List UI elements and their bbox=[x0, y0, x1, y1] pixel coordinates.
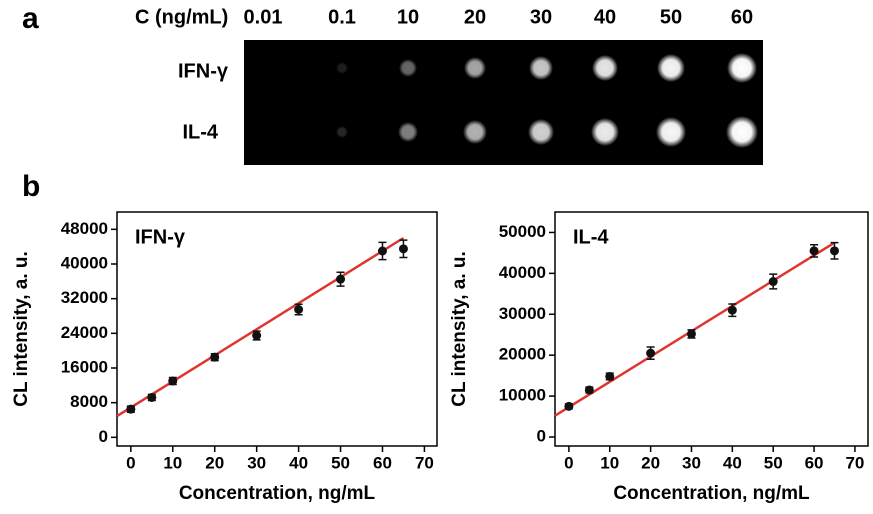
panel-label: a bbox=[22, 2, 39, 35]
plot-frame bbox=[554, 211, 869, 447]
dot bbox=[656, 117, 686, 147]
data-point bbox=[768, 277, 778, 287]
dot bbox=[726, 116, 758, 148]
data-point bbox=[727, 305, 737, 315]
concentration-labels: 0.01 0.1 10 20 30 40 50 60 bbox=[244, 6, 754, 28]
x-axis-title: Concentration, ng/mL bbox=[179, 483, 376, 504]
dot bbox=[528, 119, 554, 145]
x-tick-label: 60 bbox=[805, 453, 824, 472]
dot bbox=[398, 122, 418, 142]
y-tick-label: 40000 bbox=[499, 263, 546, 282]
y-tick-label: 20000 bbox=[499, 345, 546, 364]
data-point bbox=[336, 274, 346, 284]
dot bbox=[529, 56, 553, 80]
dot bbox=[464, 57, 486, 79]
x-tick-label: 50 bbox=[331, 453, 350, 472]
x-tick-label: 30 bbox=[682, 453, 701, 472]
y-axis-title: CL intensity, a. u. bbox=[11, 251, 32, 407]
data-point bbox=[252, 331, 262, 340]
dot bbox=[727, 53, 757, 83]
x-tick-label: 10 bbox=[163, 453, 182, 472]
data-point bbox=[168, 376, 178, 386]
y-tick-label: 24000 bbox=[61, 323, 108, 342]
dot bbox=[592, 55, 618, 81]
concentration-label: 10 bbox=[397, 6, 419, 28]
concentration-label: 30 bbox=[530, 6, 552, 28]
fit-line bbox=[116, 236, 405, 418]
data-point bbox=[210, 352, 220, 362]
data-point bbox=[646, 348, 656, 358]
data-point bbox=[126, 404, 136, 414]
concentration-label: 40 bbox=[594, 6, 616, 28]
plot-title: IFN-γ bbox=[135, 226, 186, 248]
data-point bbox=[294, 305, 304, 314]
data-point bbox=[686, 329, 696, 339]
dot bbox=[336, 62, 348, 74]
dot bbox=[591, 118, 619, 146]
concentration-header: C (ng/mL) bbox=[135, 6, 228, 28]
y-tick-label: 32000 bbox=[61, 288, 108, 307]
data-point bbox=[147, 392, 157, 402]
row-label: IFN-γ bbox=[178, 60, 229, 82]
concentration-label: 50 bbox=[660, 6, 682, 28]
data-point bbox=[605, 371, 615, 381]
dot bbox=[399, 59, 417, 77]
dot bbox=[336, 126, 348, 138]
y-tick-label: 0 bbox=[99, 427, 108, 446]
y-tick-label: 0 bbox=[537, 426, 546, 445]
x-tick-label: 40 bbox=[723, 453, 742, 472]
y-axis-title: CL intensity, a. u. bbox=[449, 251, 470, 407]
y-tick-label: 10000 bbox=[499, 386, 546, 405]
y-tick-label: 30000 bbox=[499, 304, 546, 323]
x-tick-label: 0 bbox=[564, 453, 573, 472]
x-tick-label: 40 bbox=[289, 453, 308, 472]
y-tick-label: 48000 bbox=[61, 219, 108, 238]
concentration-label: 60 bbox=[731, 6, 753, 28]
data-point bbox=[398, 244, 408, 254]
plot-frame bbox=[116, 211, 438, 447]
x-tick-label: 70 bbox=[845, 453, 864, 472]
y-tick-label: 50000 bbox=[499, 222, 546, 241]
concentration-label: 20 bbox=[464, 6, 486, 28]
panel-label: b bbox=[22, 170, 40, 203]
x-tick-label: 50 bbox=[764, 453, 783, 472]
x-tick-label: 60 bbox=[373, 453, 392, 472]
data-point bbox=[809, 246, 819, 256]
x-tick-label: 30 bbox=[247, 453, 266, 472]
dot bbox=[463, 120, 487, 144]
concentration-label: 0.01 bbox=[244, 6, 283, 28]
concentration-label: 0.1 bbox=[328, 6, 356, 28]
y-tick-label: 40000 bbox=[61, 253, 108, 272]
dot-blot-image bbox=[244, 40, 763, 165]
x-tick-label: 10 bbox=[600, 453, 619, 472]
dot bbox=[657, 54, 685, 82]
x-tick-label: 20 bbox=[205, 453, 224, 472]
x-tick-label: 20 bbox=[641, 453, 660, 472]
data-point bbox=[584, 385, 594, 395]
data-point bbox=[829, 246, 839, 256]
y-tick-label: 8000 bbox=[70, 392, 108, 411]
plot-title: IL-4 bbox=[573, 226, 609, 248]
data-point bbox=[377, 246, 387, 256]
x-tick-label: 70 bbox=[415, 453, 434, 472]
dots bbox=[336, 53, 758, 148]
x-axis-title: Concentration, ng/mL bbox=[613, 483, 810, 504]
data-point bbox=[564, 401, 574, 411]
x-tick-label: 0 bbox=[126, 453, 135, 472]
y-tick-label: 16000 bbox=[61, 357, 108, 376]
row-label: IL-4 bbox=[182, 121, 218, 143]
